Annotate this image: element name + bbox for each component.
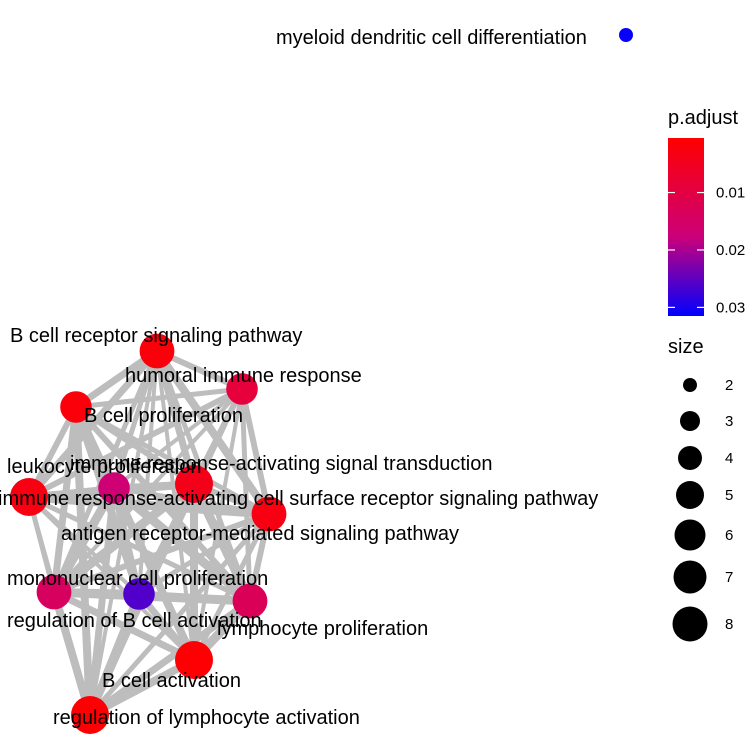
size-legend-key: [683, 378, 697, 392]
legend: p.adjust 0.01 0.02 0.03 size 2 3 4 5 6 7 8: [668, 107, 745, 642]
network-node: [36, 574, 72, 610]
color-legend-bar: [668, 138, 704, 316]
node-label: humoral immune response: [125, 365, 362, 387]
size-legend-label: 3: [725, 413, 733, 430]
network-labels: myeloid dendritic cell differentiation B …: [0, 27, 598, 729]
network-edge: [86, 597, 254, 719]
size-legend-label: 5: [725, 487, 733, 504]
color-legend-title: p.adjust: [668, 107, 738, 129]
network-edge: [26, 494, 253, 604]
network-edge: [50, 588, 94, 719]
color-legend-tick-label: 0.01: [716, 185, 745, 202]
size-legend-key: [672, 606, 708, 642]
network-edge: [72, 403, 94, 719]
size-legend-label: 2: [725, 377, 733, 394]
network-nodes: [10, 28, 633, 734]
node-label: lymphocyte proliferation: [217, 618, 428, 640]
network-node: [10, 478, 48, 516]
node-label: regulation of lymphocyte activation: [53, 707, 360, 729]
network-edge: [73, 404, 272, 517]
node-label: immune response-activating signal transd…: [70, 453, 492, 475]
size-legend-key: [673, 560, 707, 594]
network-edge: [24, 492, 274, 519]
node-label: antigen receptor-mediated signaling path…: [61, 523, 459, 545]
node-label: myeloid dendritic cell differentiation: [276, 27, 587, 49]
size-legend-title: size: [668, 336, 704, 358]
color-legend-tick-label: 0.02: [716, 242, 745, 259]
network-node: [98, 472, 130, 504]
network-edge: [136, 511, 272, 597]
size-legend-key: [676, 481, 704, 509]
node-label: B cell proliferation: [84, 405, 243, 427]
network-node: [175, 641, 213, 679]
network-edge: [86, 484, 118, 719]
size-legend-label: 4: [725, 450, 733, 467]
color-legend-ticks: 0.01 0.02 0.03: [668, 185, 745, 316]
node-label: leukocyte proliferation: [7, 456, 202, 478]
network-node: [232, 583, 268, 619]
network-node: [619, 28, 633, 42]
network-edge: [239, 386, 272, 517]
network-edge: [51, 511, 272, 595]
size-legend-ticks: 2 3 4 5 6 7 8: [672, 377, 733, 642]
network-node: [60, 391, 92, 423]
size-legend-label: 6: [725, 527, 733, 544]
network-edge: [73, 386, 245, 410]
node-label: B cell receptor signaling pathway: [10, 325, 302, 347]
network-node: [123, 578, 155, 610]
network-node: [251, 496, 287, 532]
node-label: immune response-activating cell surface …: [0, 488, 598, 510]
size-legend-key: [674, 519, 706, 551]
network-edge: [135, 590, 254, 605]
network-edge: [153, 347, 273, 518]
size-legend-key: [678, 446, 702, 470]
network-edge: [86, 590, 143, 719]
network-edge: [86, 656, 198, 719]
color-legend-tick-label: 0.03: [716, 299, 745, 316]
node-label: mononuclear cell proliferation: [7, 568, 268, 590]
node-label: B cell activation: [102, 670, 241, 692]
network-edge: [239, 386, 253, 604]
size-legend-key: [680, 411, 700, 431]
size-legend-label: 8: [725, 616, 733, 633]
network-node: [139, 333, 175, 369]
network-node: [71, 696, 109, 734]
network-edge: [87, 511, 272, 718]
network-edge: [110, 484, 198, 664]
node-label: regulation of B cell activation: [7, 610, 262, 632]
network-node: [226, 373, 258, 405]
network-node: [175, 465, 213, 503]
size-legend-label: 7: [725, 569, 733, 586]
